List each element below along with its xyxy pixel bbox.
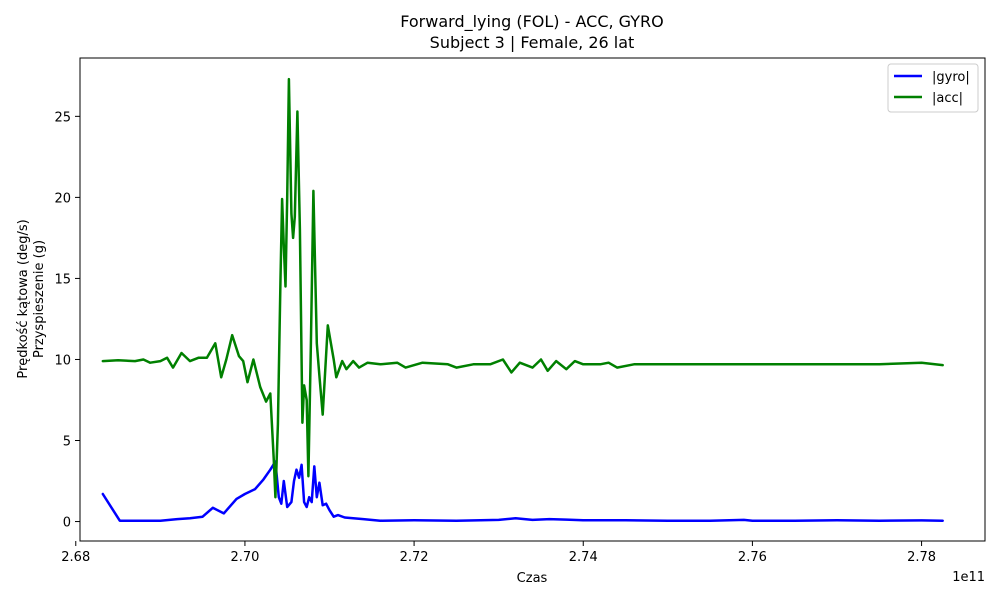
y-tick-label: 15 (54, 272, 71, 287)
x-tick-label: 2.72 (400, 550, 429, 565)
y-axis-label-line1: Prędkość kątowa (deg/s) (16, 219, 31, 378)
y-tick-label: 0 (63, 516, 71, 531)
x-tick-label: 2.76 (738, 550, 767, 565)
legend-label-acc: |acc| (932, 91, 963, 106)
y-axis: 0 5 10 15 20 25 (54, 110, 80, 531)
x-axis-label: Czas (517, 571, 548, 586)
x-tick-label: 2.68 (61, 550, 90, 565)
y-tick-label: 10 (54, 353, 71, 368)
chart-subtitle: Subject 3 | Female, 26 lat (430, 33, 635, 52)
x-tick-label: 2.78 (907, 550, 936, 565)
x-axis: 2.68 2.70 2.72 2.74 2.76 2.78 (61, 541, 936, 565)
series-line-gyro (101, 460, 944, 522)
y-tick-label: 5 (63, 435, 71, 450)
legend-label-gyro: |gyro| (932, 70, 970, 85)
series-layer (101, 77, 944, 522)
x-axis-offset-label: 1e11 (952, 570, 985, 585)
x-tick-label: 2.70 (230, 550, 259, 565)
chart-title: Forward_lying (FOL) - ACC, GYRO (400, 12, 664, 32)
y-axis-label-line2: Przyspieszenie (g) (32, 240, 47, 358)
y-tick-label: 20 (54, 191, 71, 206)
x-tick-label: 2.74 (569, 550, 598, 565)
legend: |gyro| |acc| (887, 63, 979, 113)
y-tick-label: 25 (54, 110, 71, 125)
series-line-acc (101, 77, 944, 499)
plot-frame (79, 57, 986, 542)
